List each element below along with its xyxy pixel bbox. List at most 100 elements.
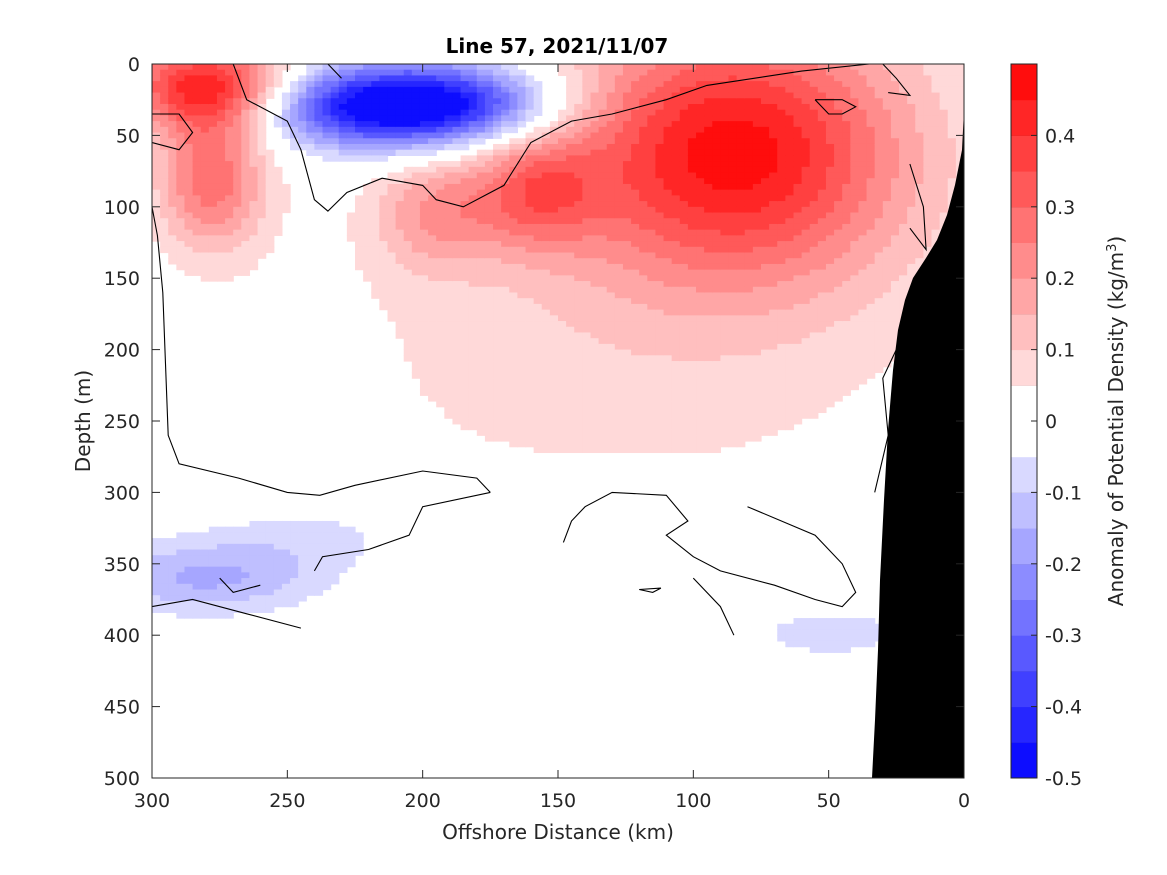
field-cell: [728, 349, 738, 356]
field-cell: [639, 401, 648, 408]
field-cell: [793, 126, 803, 134]
field-cell: [501, 218, 510, 225]
field-cell: [834, 395, 843, 402]
field-cell: [679, 372, 689, 379]
field-cell: [590, 235, 600, 242]
field-cell: [216, 126, 226, 134]
field-cell: [558, 252, 567, 259]
field-cell: [184, 612, 194, 619]
field-cell: [752, 121, 762, 128]
field-cell: [631, 64, 640, 71]
field-cell: [720, 235, 730, 242]
field-cell: [533, 395, 543, 402]
field-cell: [566, 81, 575, 88]
field-cell: [411, 75, 421, 82]
field-cell: [622, 252, 632, 259]
field-cell: [793, 246, 803, 254]
field-cell: [476, 406, 486, 414]
field-cell: [801, 115, 811, 122]
field-cell: [216, 149, 226, 156]
field-cell: [687, 109, 697, 117]
field-cell: [428, 132, 437, 139]
field-cell: [395, 109, 405, 117]
field-cell: [769, 315, 778, 322]
field-cell: [387, 218, 397, 225]
field-cell: [501, 155, 510, 162]
field-cell: [379, 212, 389, 219]
field-cell: [736, 378, 746, 385]
field-cell: [525, 143, 535, 151]
field-cell: [801, 75, 811, 82]
field-cell: [744, 212, 754, 219]
field-cell: [736, 429, 746, 436]
field-cell: [655, 349, 665, 356]
field-cell: [501, 109, 510, 117]
field-cell: [696, 446, 705, 454]
field-cell: [493, 235, 502, 242]
field-cell: [769, 401, 778, 408]
field-cell: [817, 178, 827, 185]
field-cell: [761, 332, 770, 339]
field-cell: [419, 138, 429, 145]
field-cell: [655, 161, 665, 168]
field-cell: [452, 143, 462, 151]
field-cell: [639, 309, 648, 316]
field-cell: [265, 578, 275, 585]
field-cell: [761, 109, 770, 117]
field-cell: [606, 401, 616, 408]
field-cell: [801, 195, 811, 202]
field-cell: [728, 172, 738, 179]
field-cell: [501, 361, 510, 368]
field-cell: [687, 286, 697, 294]
field-cell: [606, 115, 616, 122]
field-cell: [631, 258, 640, 265]
field-cell: [403, 69, 413, 77]
field-cell: [574, 252, 583, 259]
field-cell: [720, 92, 730, 99]
field-cell: [850, 343, 860, 351]
field-cell: [631, 292, 640, 299]
field-cell: [834, 235, 843, 242]
field-cell: [176, 115, 186, 122]
field-cell: [761, 258, 770, 265]
field-cell: [671, 292, 681, 299]
field-cell: [460, 303, 470, 311]
field-cell: [184, 98, 194, 105]
field-cell: [460, 229, 470, 236]
field-cell: [484, 98, 494, 105]
field-cell: [728, 338, 738, 345]
field-cell: [338, 532, 348, 539]
field-cell: [249, 252, 259, 259]
field-cell: [736, 161, 746, 168]
field-cell: [428, 241, 437, 248]
field-cell: [533, 149, 543, 156]
field-cell: [704, 69, 713, 77]
field-cell: [468, 286, 478, 294]
field-cell: [419, 218, 429, 225]
field-cell: [152, 606, 161, 613]
field-cell: [777, 338, 786, 345]
field-cell: [663, 92, 673, 99]
field-cell: [493, 206, 502, 214]
field-cell: [582, 383, 592, 391]
field-cell: [249, 600, 259, 608]
field-cell: [476, 332, 486, 339]
field-cell: [290, 583, 299, 591]
field-cell: [761, 429, 770, 436]
field-cell: [452, 246, 462, 254]
field-cell: [728, 406, 738, 414]
field-cell: [273, 64, 283, 71]
field-cell: [403, 218, 413, 225]
field-cell: [460, 315, 470, 322]
field-cell: [769, 121, 778, 128]
field-cell: [606, 321, 616, 328]
field-cell: [582, 223, 592, 231]
field-cell: [769, 355, 778, 362]
field-cell: [687, 349, 697, 356]
field-cell: [558, 326, 567, 334]
field-cell: [160, 69, 169, 77]
field-cell: [363, 155, 372, 162]
field-cell: [793, 298, 803, 305]
field-cell: [696, 115, 705, 122]
field-cell: [614, 355, 624, 362]
